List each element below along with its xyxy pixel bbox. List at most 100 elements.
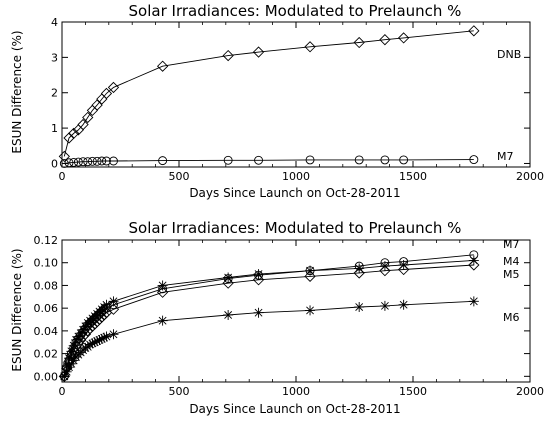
data-point-dnb: [68, 127, 80, 140]
bottom-chart-title: Solar Irradiances: Modulated to Prelaunc…: [129, 219, 462, 237]
data-point-m5: [379, 265, 391, 277]
series-label-m7: M7: [503, 238, 520, 251]
data-point-m6: [87, 338, 98, 349]
series-label-m6: M6: [503, 311, 520, 324]
data-point-dnb: [156, 60, 169, 72]
data-point-m7: [109, 156, 118, 166]
y-tick-label: 0.02: [34, 348, 59, 361]
data-point-m4: [108, 296, 119, 307]
data-point-dnb: [100, 87, 113, 100]
data-point-m6: [66, 358, 77, 369]
data-point-dnb: [379, 34, 391, 46]
data-point-m5: [72, 337, 85, 350]
data-point-m6: [253, 307, 264, 318]
series-line-dnb: [63, 30, 474, 157]
x-tick-label: 2000: [516, 170, 544, 183]
data-point-m7: [254, 155, 264, 165]
data-point-m7: [83, 157, 93, 167]
data-point-m7: [354, 155, 364, 165]
data-point-m5: [252, 274, 265, 286]
data-point-m5: [468, 259, 480, 271]
data-point-m6: [223, 309, 234, 320]
data-point-dnb: [304, 41, 316, 53]
bottom-chart-xlabel: Days Since Launch on Oct-28-2011: [189, 402, 400, 416]
data-point-m5: [156, 286, 169, 298]
data-point-m7: [380, 155, 390, 165]
x-tick-label: 1500: [399, 385, 427, 398]
y-tick-label: 1: [51, 122, 58, 135]
data-point-m4: [157, 280, 168, 291]
data-point-m4: [80, 321, 91, 332]
x-tick-label: 500: [169, 170, 190, 183]
data-point-m6: [96, 333, 107, 344]
data-point-dnb: [63, 132, 75, 144]
data-point-m7: [87, 156, 97, 166]
data-point-m5: [98, 309, 110, 321]
data-point-m5: [84, 322, 96, 335]
data-point-m6: [305, 305, 316, 316]
data-point-dnb: [252, 46, 265, 58]
x-tick-label: 2000: [516, 385, 544, 398]
data-point-m6: [379, 300, 390, 311]
data-point-m6: [354, 302, 365, 313]
data-point-dnb: [77, 118, 89, 131]
y-tick-label: 0.12: [34, 234, 59, 247]
series-label-dnb: DNB: [497, 48, 521, 61]
y-tick-label: 0.06: [34, 302, 59, 315]
bottom-chart-ylabel: ESUN Difference (%): [10, 248, 24, 371]
data-point-m5: [96, 311, 108, 323]
y-tick-label: 4: [51, 16, 58, 29]
data-point-dnb: [468, 25, 480, 37]
data-point-m6: [80, 342, 91, 353]
data-point-m4: [68, 340, 79, 351]
data-point-m6: [157, 315, 168, 326]
data-point-m7: [69, 157, 79, 167]
series-line-m4: [63, 259, 474, 377]
y-tick-label: 0.00: [34, 370, 59, 383]
series-label-m5: M5: [503, 268, 520, 281]
data-point-dnb: [353, 36, 365, 49]
bottom-chart: Solar Irradiances: Modulated to Prelaunc…: [10, 219, 544, 416]
data-point-m7: [64, 158, 74, 168]
data-point-m6: [99, 332, 110, 343]
series-line-m6: [63, 300, 474, 377]
data-point-m7: [399, 155, 409, 165]
data-point-m7: [305, 155, 315, 165]
data-point-m4: [305, 265, 316, 276]
data-point-dnb: [91, 99, 103, 111]
data-point-m5: [82, 325, 94, 337]
data-point-m7: [73, 157, 83, 167]
data-point-m5: [93, 313, 106, 326]
data-point-dnb: [82, 111, 94, 124]
data-point-m6: [89, 337, 100, 348]
data-point-m7: [78, 157, 88, 167]
data-point-m6: [101, 331, 112, 342]
series-line-m5: [63, 264, 474, 377]
data-point-dnb: [58, 150, 70, 163]
data-point-m7: [158, 156, 168, 166]
y-tick-label: 2: [51, 87, 58, 100]
data-point-m6: [468, 296, 479, 307]
series-label-m7: M7: [497, 150, 514, 163]
data-point-m6: [108, 329, 119, 340]
data-point-m7: [223, 155, 233, 165]
data-point-dnb: [222, 49, 234, 62]
data-point-m4: [101, 299, 112, 310]
data-point-m5: [398, 263, 410, 276]
data-point-m7: [102, 156, 111, 166]
y-tick-label: 0.08: [34, 279, 59, 292]
data-point-m6: [85, 339, 96, 350]
data-point-m5: [353, 267, 365, 279]
data-point-dnb: [398, 32, 410, 44]
data-point-m5: [91, 316, 103, 328]
data-point-m6: [59, 371, 70, 382]
top-chart-title: Solar Irradiances: Modulated to Prelaunc…: [129, 2, 462, 20]
data-point-m4: [75, 328, 86, 339]
series-line-m7: [64, 159, 474, 164]
data-point-m5: [222, 277, 234, 289]
x-tick-label: 1000: [282, 385, 310, 398]
data-point-m6: [64, 362, 75, 373]
data-point-m4: [61, 361, 72, 372]
data-point-m7: [469, 155, 479, 165]
